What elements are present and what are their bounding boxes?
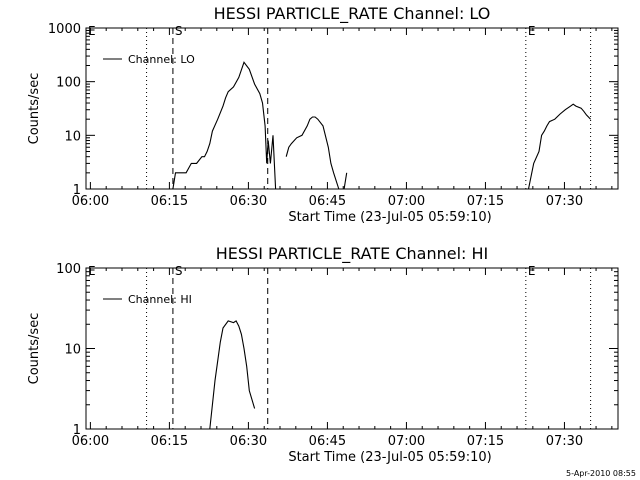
x-tick-label: 06:30	[230, 434, 267, 449]
y-tick-label: 10	[64, 343, 81, 358]
y-tick-label: 10	[64, 129, 81, 144]
event-marker-label: E	[88, 264, 96, 278]
chart-panel-2: HESSI PARTICLE_RATE Channel: HI Counts/se…	[27, 244, 619, 465]
y-tick-label: 1	[73, 183, 81, 198]
x-tick-label: 07:15	[467, 194, 504, 209]
x-tick-label: 06:00	[72, 194, 109, 209]
event-marker-label: E	[528, 24, 536, 38]
footer-timestamp: 5-Apr-2010 08:55	[566, 469, 636, 478]
legend-label: Channel: LO	[128, 53, 195, 66]
y-axis-label: Counts/sec	[27, 313, 42, 385]
x-tick-label: 06:30	[230, 194, 267, 209]
event-marker-label: S	[175, 264, 183, 278]
y-tick-label: 1000	[48, 22, 81, 37]
plot-frame	[85, 27, 619, 190]
x-tick-label: 07:30	[546, 434, 583, 449]
y-tick-label: 100	[56, 262, 81, 277]
x-tick-label: 06:45	[309, 434, 346, 449]
series-line-segment	[343, 172, 348, 190]
x-tick-label: 06:15	[151, 434, 188, 449]
x-tick-label: 06:15	[151, 194, 188, 209]
y-tick-label: 100	[56, 76, 81, 91]
legend-label: Channel: HI	[128, 293, 192, 306]
x-axis-label: Start Time (23-Jul-05 05:59:10)	[288, 210, 491, 225]
chart-title: HESSI PARTICLE_RATE Channel: LO	[214, 4, 491, 24]
event-marker-label: S	[175, 24, 183, 38]
chart-panel-1: HESSI PARTICLE_RATE Channel: LO Counts/se…	[27, 4, 619, 225]
x-tick-label: 07:15	[467, 434, 504, 449]
y-axis-label: Counts/sec	[27, 73, 42, 145]
x-tick-label: 06:45	[309, 194, 346, 209]
x-tick-label: 06:00	[72, 434, 109, 449]
x-tick-label: 07:00	[388, 434, 425, 449]
y-tick-label: 1	[73, 423, 81, 438]
x-tick-label: 07:30	[546, 194, 583, 209]
event-marker-label: E	[528, 264, 536, 278]
x-tick-label: 07:00	[388, 194, 425, 209]
series-line-segment	[172, 61, 277, 190]
series-line-segment	[285, 116, 340, 190]
series-line-segment	[527, 103, 591, 190]
series-line-segment	[209, 320, 256, 430]
x-axis-label: Start Time (23-Jul-05 05:59:10)	[288, 450, 491, 465]
chart-title: HESSI PARTICLE_RATE Channel: HI	[216, 244, 489, 264]
event-marker-label: E	[88, 24, 96, 38]
